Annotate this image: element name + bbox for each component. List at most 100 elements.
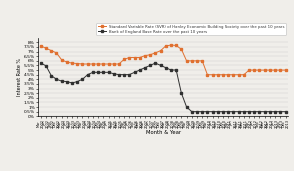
Bank of England Base Rate over the past 10 years	[70, 82, 74, 84]
Bank of England Base Rate over the past 10 years	[174, 69, 178, 71]
Bank of England Base Rate over the past 10 years	[44, 65, 48, 67]
Standard Variable Rate (SVR) of Hanley Economic Building Society over the past 10 years	[39, 45, 43, 47]
Standard Variable Rate (SVR) of Hanley Economic Building Society over the past 10 years	[237, 74, 240, 76]
Standard Variable Rate (SVR) of Hanley Economic Building Society over the past 10 years	[153, 52, 157, 54]
Bank of England Base Rate over the past 10 years	[180, 92, 183, 94]
Line: Bank of England Base Rate over the past 10 years: Bank of England Base Rate over the past …	[40, 62, 287, 113]
Standard Variable Rate (SVR) of Hanley Economic Building Society over the past 10 years	[174, 44, 178, 47]
Bank of England Base Rate over the past 10 years	[242, 111, 245, 113]
Bank of England Base Rate over the past 10 years	[101, 71, 105, 73]
Bank of England Base Rate over the past 10 years	[65, 81, 69, 83]
Bank of England Base Rate over the past 10 years	[49, 75, 53, 77]
Bank of England Base Rate over the past 10 years	[91, 71, 95, 73]
Standard Variable Rate (SVR) of Hanley Economic Building Society over the past 10 years	[206, 74, 209, 76]
Standard Variable Rate (SVR) of Hanley Economic Building Society over the past 10 years	[55, 52, 58, 54]
Standard Variable Rate (SVR) of Hanley Economic Building Society over the past 10 years	[143, 55, 147, 57]
Standard Variable Rate (SVR) of Hanley Economic Building Society over the past 10 years	[91, 63, 95, 65]
Standard Variable Rate (SVR) of Hanley Economic Building Society over the past 10 years	[128, 56, 131, 58]
Standard Variable Rate (SVR) of Hanley Economic Building Society over the past 10 years	[278, 69, 282, 71]
Standard Variable Rate (SVR) of Hanley Economic Building Society over the past 10 years	[101, 63, 105, 65]
Bank of England Base Rate over the past 10 years	[268, 111, 272, 113]
Standard Variable Rate (SVR) of Hanley Economic Building Society over the past 10 years	[148, 54, 152, 56]
Bank of England Base Rate over the past 10 years	[112, 73, 116, 75]
Standard Variable Rate (SVR) of Hanley Economic Building Society over the past 10 years	[65, 61, 69, 63]
Bank of England Base Rate over the past 10 years	[81, 78, 84, 80]
Bank of England Base Rate over the past 10 years	[278, 111, 282, 113]
Bank of England Base Rate over the past 10 years	[253, 111, 256, 113]
Bank of England Base Rate over the past 10 years	[164, 67, 168, 69]
Bank of England Base Rate over the past 10 years	[211, 111, 214, 113]
Standard Variable Rate (SVR) of Hanley Economic Building Society over the past 10 years	[159, 50, 162, 52]
Bank of England Base Rate over the past 10 years	[195, 111, 199, 113]
Standard Variable Rate (SVR) of Hanley Economic Building Society over the past 10 years	[226, 74, 230, 76]
Bank of England Base Rate over the past 10 years	[206, 111, 209, 113]
Bank of England Base Rate over the past 10 years	[128, 74, 131, 76]
Bank of England Base Rate over the past 10 years	[117, 74, 121, 76]
Bank of England Base Rate over the past 10 years	[273, 111, 277, 113]
Standard Variable Rate (SVR) of Hanley Economic Building Society over the past 10 years	[216, 74, 220, 76]
Standard Variable Rate (SVR) of Hanley Economic Building Society over the past 10 years	[70, 62, 74, 64]
Standard Variable Rate (SVR) of Hanley Economic Building Society over the past 10 years	[247, 69, 251, 71]
Standard Variable Rate (SVR) of Hanley Economic Building Society over the past 10 years	[211, 74, 214, 76]
Bank of England Base Rate over the past 10 years	[76, 81, 79, 83]
Standard Variable Rate (SVR) of Hanley Economic Building Society over the past 10 years	[201, 60, 204, 62]
Standard Variable Rate (SVR) of Hanley Economic Building Society over the past 10 years	[258, 69, 261, 71]
Standard Variable Rate (SVR) of Hanley Economic Building Society over the past 10 years	[185, 60, 188, 62]
Bank of England Base Rate over the past 10 years	[237, 111, 240, 113]
Standard Variable Rate (SVR) of Hanley Economic Building Society over the past 10 years	[169, 44, 173, 46]
Standard Variable Rate (SVR) of Hanley Economic Building Society over the past 10 years	[60, 59, 64, 61]
Legend: Standard Variable Rate (SVR) of Hanley Economic Building Society over the past 1: Standard Variable Rate (SVR) of Hanley E…	[96, 23, 286, 35]
Bank of England Base Rate over the past 10 years	[60, 80, 64, 82]
Standard Variable Rate (SVR) of Hanley Economic Building Society over the past 10 years	[133, 56, 136, 58]
Bank of England Base Rate over the past 10 years	[190, 111, 193, 113]
Standard Variable Rate (SVR) of Hanley Economic Building Society over the past 10 years	[263, 69, 266, 71]
Bank of England Base Rate over the past 10 years	[39, 62, 43, 64]
Bank of England Base Rate over the past 10 years	[258, 111, 261, 113]
Bank of England Base Rate over the past 10 years	[55, 78, 58, 80]
Bank of England Base Rate over the past 10 years	[153, 62, 157, 64]
Bank of England Base Rate over the past 10 years	[226, 111, 230, 113]
Bank of England Base Rate over the past 10 years	[232, 111, 235, 113]
Bank of England Base Rate over the past 10 years	[133, 71, 136, 73]
X-axis label: Month & Year: Month & Year	[146, 130, 181, 135]
Bank of England Base Rate over the past 10 years	[216, 111, 220, 113]
Standard Variable Rate (SVR) of Hanley Economic Building Society over the past 10 years	[49, 50, 53, 52]
Standard Variable Rate (SVR) of Hanley Economic Building Society over the past 10 years	[86, 63, 89, 65]
Standard Variable Rate (SVR) of Hanley Economic Building Society over the past 10 years	[221, 74, 225, 76]
Y-axis label: Interest Rate %: Interest Rate %	[17, 58, 22, 96]
Standard Variable Rate (SVR) of Hanley Economic Building Society over the past 10 years	[112, 63, 116, 65]
Standard Variable Rate (SVR) of Hanley Economic Building Society over the past 10 years	[232, 74, 235, 76]
Standard Variable Rate (SVR) of Hanley Economic Building Society over the past 10 years	[190, 60, 193, 62]
Bank of England Base Rate over the past 10 years	[96, 71, 100, 73]
Bank of England Base Rate over the past 10 years	[159, 64, 162, 66]
Bank of England Base Rate over the past 10 years	[138, 69, 141, 71]
Bank of England Base Rate over the past 10 years	[263, 111, 266, 113]
Standard Variable Rate (SVR) of Hanley Economic Building Society over the past 10 years	[96, 63, 100, 65]
Bank of England Base Rate over the past 10 years	[185, 106, 188, 108]
Bank of England Base Rate over the past 10 years	[107, 71, 110, 73]
Standard Variable Rate (SVR) of Hanley Economic Building Society over the past 10 years	[195, 60, 199, 62]
Bank of England Base Rate over the past 10 years	[143, 67, 147, 69]
Standard Variable Rate (SVR) of Hanley Economic Building Society over the past 10 years	[284, 69, 287, 71]
Standard Variable Rate (SVR) of Hanley Economic Building Society over the past 10 years	[122, 58, 126, 60]
Standard Variable Rate (SVR) of Hanley Economic Building Society over the past 10 years	[117, 63, 121, 65]
Bank of England Base Rate over the past 10 years	[247, 111, 251, 113]
Bank of England Base Rate over the past 10 years	[122, 74, 126, 76]
Bank of England Base Rate over the past 10 years	[148, 64, 152, 66]
Bank of England Base Rate over the past 10 years	[284, 111, 287, 113]
Standard Variable Rate (SVR) of Hanley Economic Building Society over the past 10 years	[268, 69, 272, 71]
Bank of England Base Rate over the past 10 years	[86, 74, 89, 76]
Standard Variable Rate (SVR) of Hanley Economic Building Society over the past 10 years	[164, 45, 168, 47]
Line: Standard Variable Rate (SVR) of Hanley Economic Building Society over the past 10 years: Standard Variable Rate (SVR) of Hanley E…	[40, 44, 287, 76]
Bank of England Base Rate over the past 10 years	[201, 111, 204, 113]
Standard Variable Rate (SVR) of Hanley Economic Building Society over the past 10 years	[44, 47, 48, 49]
Bank of England Base Rate over the past 10 years	[169, 69, 173, 71]
Standard Variable Rate (SVR) of Hanley Economic Building Society over the past 10 years	[242, 74, 245, 76]
Standard Variable Rate (SVR) of Hanley Economic Building Society over the past 10 years	[180, 48, 183, 50]
Standard Variable Rate (SVR) of Hanley Economic Building Society over the past 10 years	[273, 69, 277, 71]
Standard Variable Rate (SVR) of Hanley Economic Building Society over the past 10 years	[81, 63, 84, 65]
Standard Variable Rate (SVR) of Hanley Economic Building Society over the past 10 years	[107, 63, 110, 65]
Standard Variable Rate (SVR) of Hanley Economic Building Society over the past 10 years	[138, 56, 141, 58]
Standard Variable Rate (SVR) of Hanley Economic Building Society over the past 10 years	[253, 69, 256, 71]
Standard Variable Rate (SVR) of Hanley Economic Building Society over the past 10 years	[76, 63, 79, 65]
